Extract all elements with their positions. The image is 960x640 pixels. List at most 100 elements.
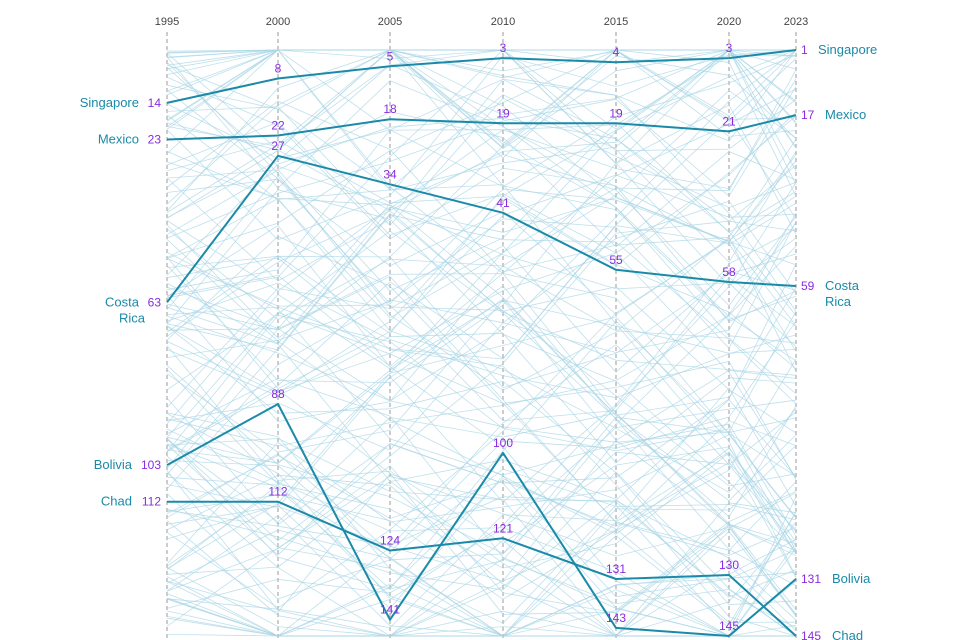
series-line-bolivia — [166, 403, 797, 637]
series-line-chad — [167, 500, 797, 637]
background-country-line — [166, 56, 797, 362]
background-country-line — [166, 49, 797, 205]
background-country-line — [166, 164, 797, 542]
background-country-line — [166, 225, 797, 360]
rank-label-chad-1995: 112 — [142, 495, 161, 509]
background-country-line — [166, 282, 797, 399]
rank-label-chad-2000: 112 — [268, 485, 287, 499]
background-country-line — [166, 69, 797, 465]
background-country-line — [166, 412, 797, 637]
background-country-line — [166, 420, 797, 582]
rank-label-costa-rica-1995: 63 — [148, 295, 162, 309]
rank-label-costa-rica-2023: 59 — [801, 279, 815, 293]
rank-label-chad-2015: 131 — [606, 562, 626, 576]
background-country-line — [166, 49, 797, 150]
rank-label-singapore-2020: 3 — [726, 41, 733, 55]
year-tick-label: 2005 — [378, 16, 402, 28]
rank-label-mexico-1995: 23 — [148, 133, 162, 147]
country-label-right-singapore: Singapore — [818, 42, 877, 57]
background-country-line — [166, 55, 797, 345]
year-tick-label: 2015 — [604, 16, 628, 28]
background-country-line — [166, 314, 797, 551]
country-label-right-chad: Chad — [832, 628, 863, 640]
rank-label-singapore-2010: 3 — [500, 41, 507, 55]
background-country-line — [166, 111, 797, 254]
background-country-line — [166, 49, 797, 147]
background-country-line — [166, 263, 797, 526]
year-tick-label: 2000 — [266, 16, 290, 28]
series-line-costa-rica — [166, 154, 797, 303]
background-country-line — [166, 257, 797, 637]
background-country-line — [166, 252, 797, 479]
background-country-line — [166, 473, 797, 615]
rank-label-singapore-2005: 5 — [387, 49, 394, 63]
rank-label-costa-rica-2005: 34 — [383, 167, 397, 181]
rank-label-costa-rica-2000: 27 — [271, 139, 285, 153]
background-country-line — [166, 67, 797, 416]
background-country-line — [166, 245, 797, 408]
rank-label-bolivia-2023: 131 — [801, 572, 821, 586]
rank-label-mexico-2010: 19 — [496, 106, 510, 120]
background-country-line — [166, 49, 797, 268]
background-country-line — [166, 175, 797, 487]
rank-label-costa-rica-2020: 58 — [722, 265, 736, 279]
background-country-line — [166, 276, 797, 556]
background-country-line — [166, 251, 797, 537]
background-country-line — [166, 49, 797, 241]
background-country-line — [166, 222, 797, 590]
rank-label-bolivia-2005: 141 — [380, 603, 400, 617]
background-country-line — [166, 369, 797, 569]
series-line-mexico — [166, 114, 797, 141]
year-tick-label: 1995 — [155, 16, 179, 28]
background-country-line — [166, 434, 797, 565]
country-label-left-chad: Chad — [101, 494, 132, 509]
rank-label-mexico-2023: 17 — [801, 108, 815, 122]
rank-label-costa-rica-2015: 55 — [609, 253, 623, 267]
rank-label-bolivia-2020: 145 — [719, 619, 739, 633]
year-tick-label: 2023 — [784, 16, 808, 28]
background-country-line — [166, 224, 797, 389]
rank-label-mexico-2000: 22 — [271, 118, 285, 132]
rank-label-mexico-2005: 18 — [383, 102, 397, 116]
background-country-line — [166, 76, 797, 323]
rank-label-chad-2010: 121 — [493, 521, 513, 535]
rank-label-mexico-2020: 21 — [722, 114, 736, 128]
background-country-line — [166, 177, 797, 552]
country-label-left-costa-rica: Costa Rica — [105, 294, 146, 325]
background-country-line — [166, 97, 797, 226]
highlighted-country-lines — [166, 49, 797, 637]
series-line-singapore — [166, 49, 797, 104]
background-country-line — [166, 89, 797, 305]
rank-label-bolivia-2010: 100 — [493, 436, 513, 450]
background-country-line — [166, 84, 797, 263]
background-country-line — [166, 49, 797, 213]
background-country-line — [166, 455, 797, 531]
background-country-line — [166, 332, 797, 464]
rank-label-singapore-2023: 1 — [801, 43, 808, 57]
rank-label-bolivia-1995: 103 — [141, 458, 161, 472]
background-country-line — [166, 218, 797, 358]
country-label-left-mexico: Mexico — [98, 132, 139, 147]
background-country-line — [166, 474, 797, 610]
year-axis: 1995 2000 2005 2010 2015 2020 2023 — [155, 16, 808, 28]
country-label-left-singapore: Singapore — [80, 95, 139, 110]
background-country-line — [166, 195, 797, 609]
background-country-line — [166, 228, 797, 508]
background-country-line — [166, 387, 797, 629]
background-country-line — [166, 316, 797, 578]
background-country-line — [166, 210, 797, 376]
background-country-line — [166, 312, 797, 480]
background-country-line — [166, 496, 797, 628]
rank-label-costa-rica-2010: 41 — [496, 196, 510, 210]
rank-label-singapore-1995: 14 — [148, 96, 162, 110]
background-country-line — [166, 140, 797, 370]
background-country-line — [166, 61, 797, 391]
country-label-left-bolivia: Bolivia — [94, 457, 133, 472]
background-country-line — [166, 78, 797, 325]
rank-label-chad-2020: 130 — [719, 558, 739, 572]
background-country-line — [166, 200, 797, 451]
background-country-line — [166, 299, 797, 464]
background-country-line — [166, 358, 797, 600]
background-country-line — [166, 399, 797, 609]
